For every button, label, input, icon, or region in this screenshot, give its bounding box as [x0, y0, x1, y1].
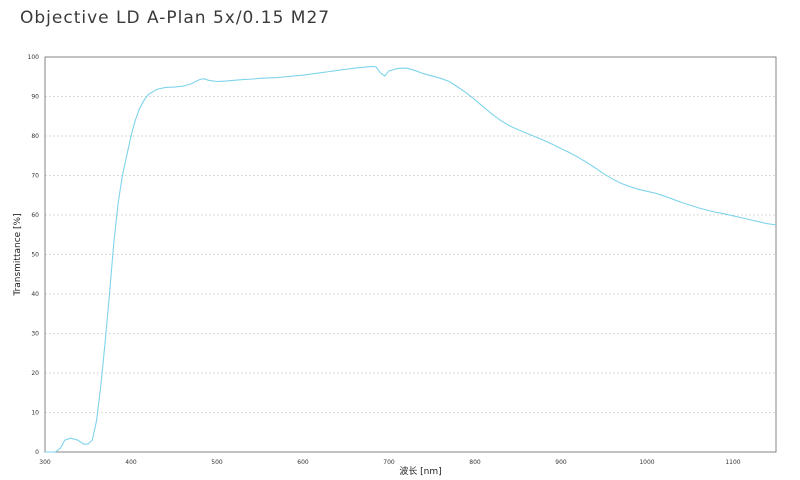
y-tick-30: 30: [31, 331, 39, 338]
x-axis-label: 波长 [nm]: [399, 465, 441, 477]
x-tick-400: 400: [125, 459, 137, 466]
y-tick-70: 70: [31, 173, 39, 180]
series-line: [45, 65, 777, 453]
y-tick-60: 60: [31, 212, 39, 219]
x-tick-900: 900: [555, 459, 567, 466]
y-tick-50: 50: [31, 252, 39, 259]
y-tick-0: 0: [35, 449, 39, 456]
x-tick-700: 700: [383, 459, 395, 466]
x-tick-1100: 1100: [725, 459, 740, 466]
y-tick-40: 40: [31, 291, 39, 298]
y-tick-100: 100: [28, 54, 40, 61]
y-tick-90: 90: [31, 94, 39, 101]
x-tick-1000: 1000: [639, 459, 654, 466]
x-tick-600: 600: [297, 459, 309, 466]
x-tick-300: 300: [39, 459, 51, 466]
x-tick-labels: 300 400 500 600 700 800 900 1000 1100: [39, 459, 741, 466]
grid-lines: [45, 96, 776, 413]
y-tick-labels: 0 10 20 30 40 50 60 70 80 90 100: [28, 54, 40, 456]
x-tick-800: 800: [469, 459, 481, 466]
y-tick-20: 20: [31, 370, 39, 377]
plot-frame: [44, 56, 777, 453]
y-axis-label: Transmittance [%]: [13, 213, 23, 296]
y-tick-80: 80: [31, 133, 39, 140]
x-tick-500: 500: [211, 459, 223, 466]
y-tick-10: 10: [31, 410, 39, 417]
chart-title: Objective LD A-Plan 5x/0.15 M27: [20, 8, 331, 28]
